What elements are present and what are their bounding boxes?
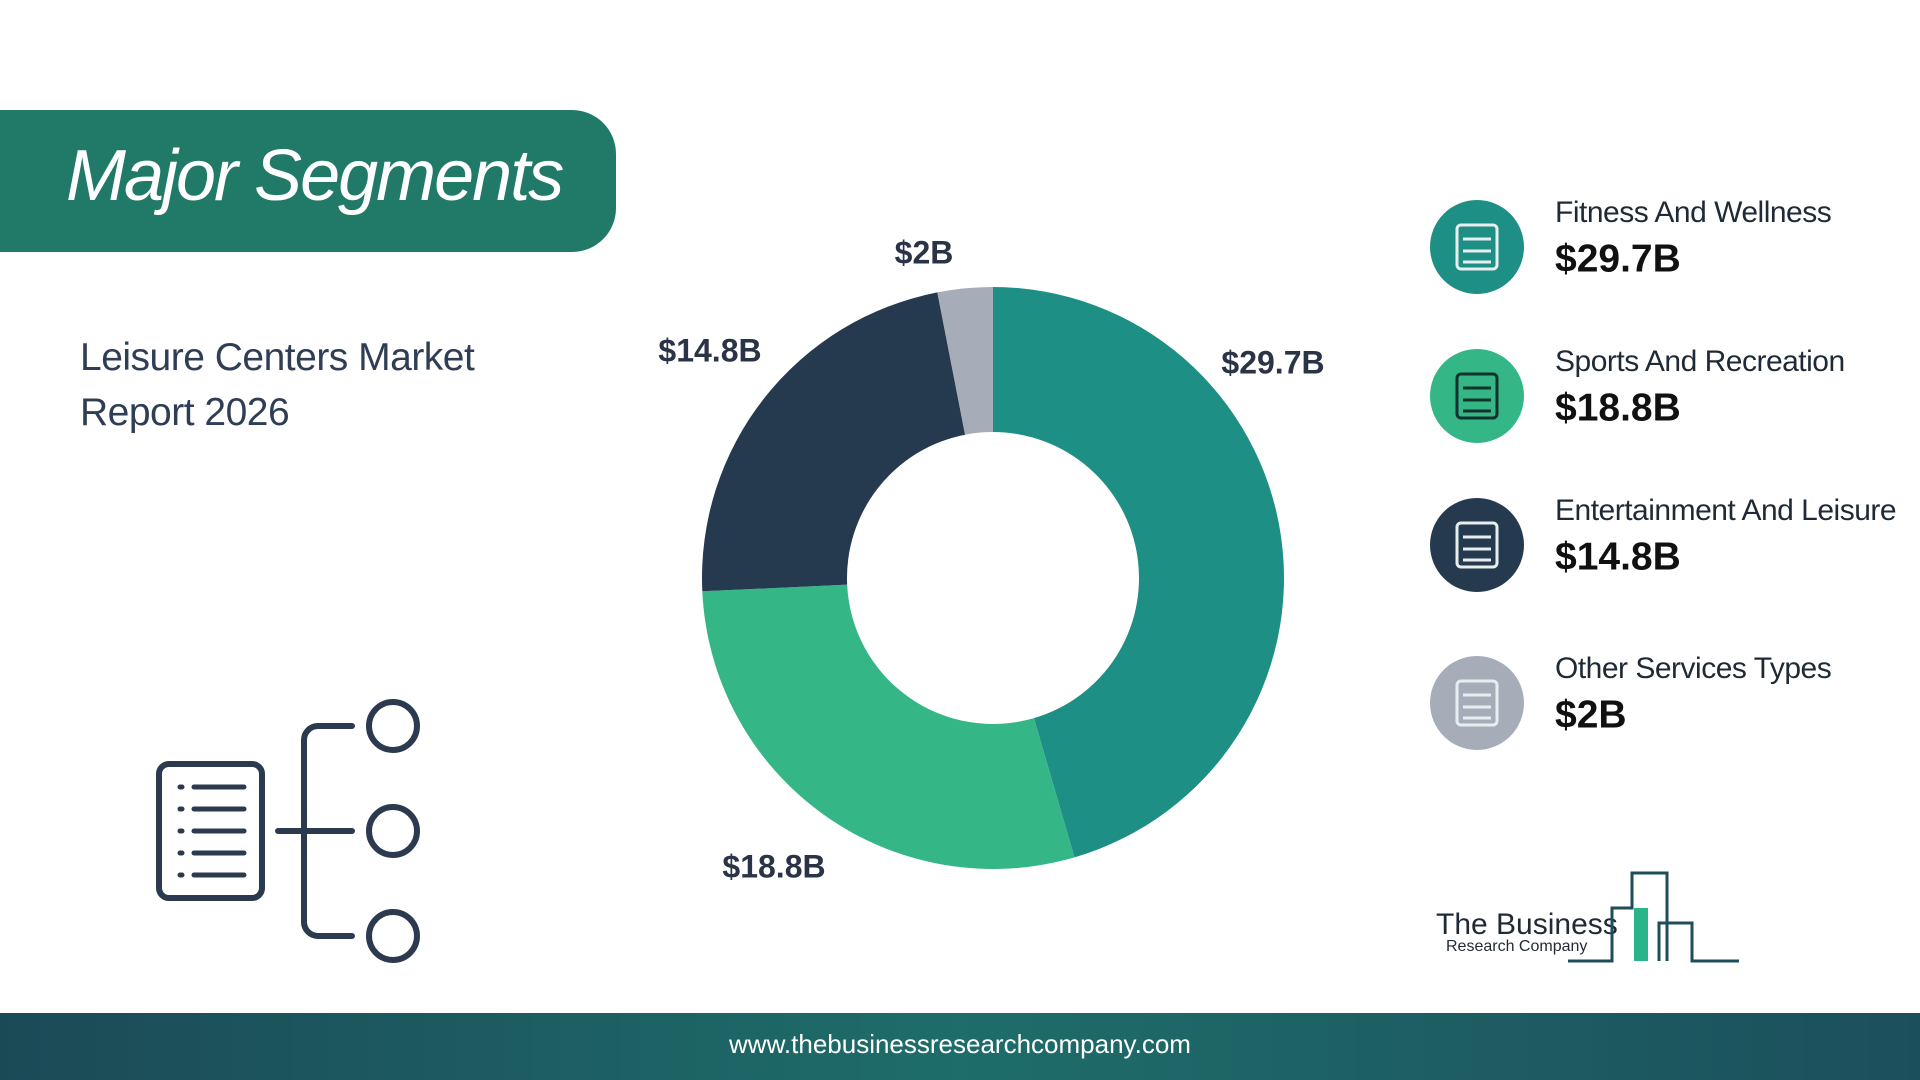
data-label: $29.7B <box>1221 344 1324 380</box>
donut-segment <box>702 292 966 592</box>
legend-label: Fitness And Wellness <box>1555 196 1831 229</box>
legend-value: $2B <box>1555 693 1627 736</box>
legend-icon-glyph <box>1455 521 1499 569</box>
donut-segment <box>702 584 1075 869</box>
footer-url: www.thebusinessresearchcompany.com <box>728 1029 1191 1059</box>
legend-icon <box>1430 656 1524 750</box>
legend-icon-glyph <box>1455 223 1499 271</box>
legend-icon <box>1430 200 1524 294</box>
legend-icon-glyph <box>1455 372 1499 420</box>
logo-line1: The Business <box>1436 908 1618 941</box>
data-label: $2B <box>895 234 954 270</box>
legend-value: $14.8B <box>1555 535 1681 578</box>
chart-title: Major Segments <box>66 136 563 216</box>
legend-icon <box>1430 498 1524 592</box>
footer-bar <box>0 1013 1920 1080</box>
legend-value: $29.7B <box>1555 237 1681 280</box>
logo-mark <box>1568 871 1739 963</box>
data-label: $18.8B <box>722 848 825 884</box>
glyph-box <box>1455 679 1499 727</box>
logo-line2: Research Company <box>1446 938 1587 955</box>
title-banner <box>0 110 616 252</box>
hierarchy-icon <box>156 699 420 963</box>
donut-segment <box>937 287 993 435</box>
legend-icon <box>1430 349 1524 443</box>
legend-value: $18.8B <box>1555 386 1681 429</box>
legend-label: Sports And Recreation <box>1555 345 1845 378</box>
legend-label: Entertainment And Leisure <box>1555 494 1896 527</box>
glyph-box <box>1455 223 1499 271</box>
donut-segment <box>993 287 1285 858</box>
legend-icon-glyph <box>1455 679 1499 727</box>
subtitle: Leisure Centers Market Report 2026 <box>80 336 475 434</box>
glyph-box <box>1455 372 1499 420</box>
legend-label: Other Services Types <box>1555 652 1831 685</box>
glyph-box <box>1455 521 1499 569</box>
data-label: $14.8B <box>658 332 761 368</box>
